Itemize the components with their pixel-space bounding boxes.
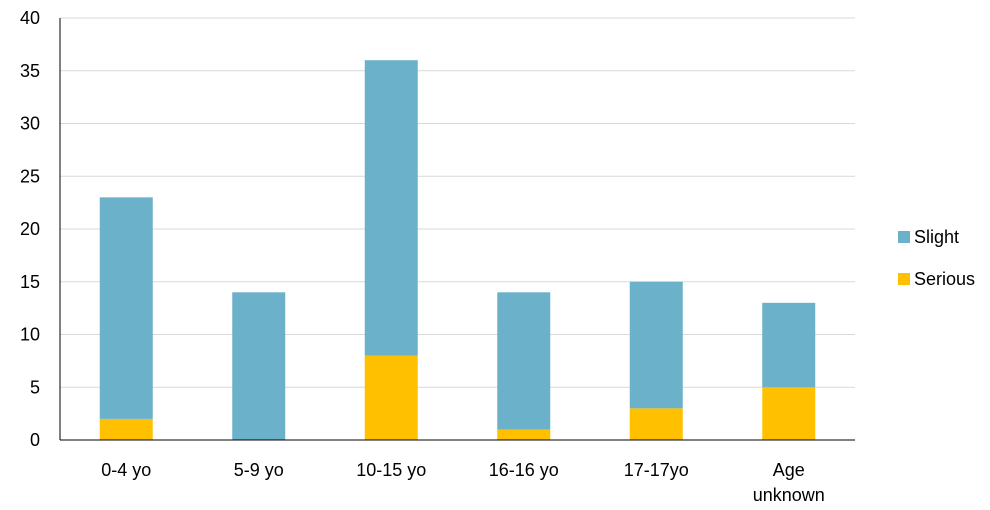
bar-serious-3	[497, 429, 551, 440]
bar-slight-4	[629, 281, 683, 409]
legend-label-serious: Serious	[914, 269, 975, 289]
y-tick-label: 10	[20, 325, 40, 345]
x-category-label: unknown	[753, 485, 825, 505]
y-tick-label: 30	[20, 114, 40, 134]
bar-slight-2	[364, 60, 418, 356]
legend-swatch-serious	[898, 273, 910, 285]
x-category-label: 16-16 yo	[489, 460, 559, 480]
x-axis-category-labels: 0-4 yo 5-9 yo 10-15 yo 16-16 yo 17-17yo Age un…	[101, 460, 825, 505]
x-category-label: 0-4 yo	[101, 460, 151, 480]
bar-slight-0	[99, 197, 153, 419]
x-category-label: 10-15 yo	[356, 460, 426, 480]
bar-serious-4	[629, 408, 683, 440]
bar-serious-0	[99, 418, 153, 440]
legend: Slight Serious	[898, 227, 975, 289]
legend-swatch-slight	[898, 231, 910, 243]
y-tick-label: 35	[20, 61, 40, 81]
y-tick-label: 20	[20, 219, 40, 239]
bar-slight-5	[762, 302, 816, 388]
gridlines	[60, 17, 855, 388]
y-tick-label: 15	[20, 272, 40, 292]
y-tick-label: 0	[30, 430, 40, 450]
y-tick-label: 40	[20, 8, 40, 28]
x-category-label: Age	[773, 460, 805, 480]
legend-label-slight: Slight	[914, 227, 959, 247]
y-axis-tick-labels: 0 5 10 15 20 25 30 35 40	[20, 8, 40, 450]
y-tick-label: 25	[20, 166, 40, 186]
bar-serious-2	[364, 355, 418, 440]
bars	[99, 60, 816, 440]
bar-serious-5	[762, 387, 816, 440]
x-category-label: 5-9 yo	[234, 460, 284, 480]
axes	[59, 18, 855, 441]
bar-slight-3	[497, 292, 551, 430]
x-category-label: 17-17yo	[624, 460, 689, 480]
y-tick-label: 5	[30, 377, 40, 397]
bar-slight-1	[232, 292, 286, 440]
